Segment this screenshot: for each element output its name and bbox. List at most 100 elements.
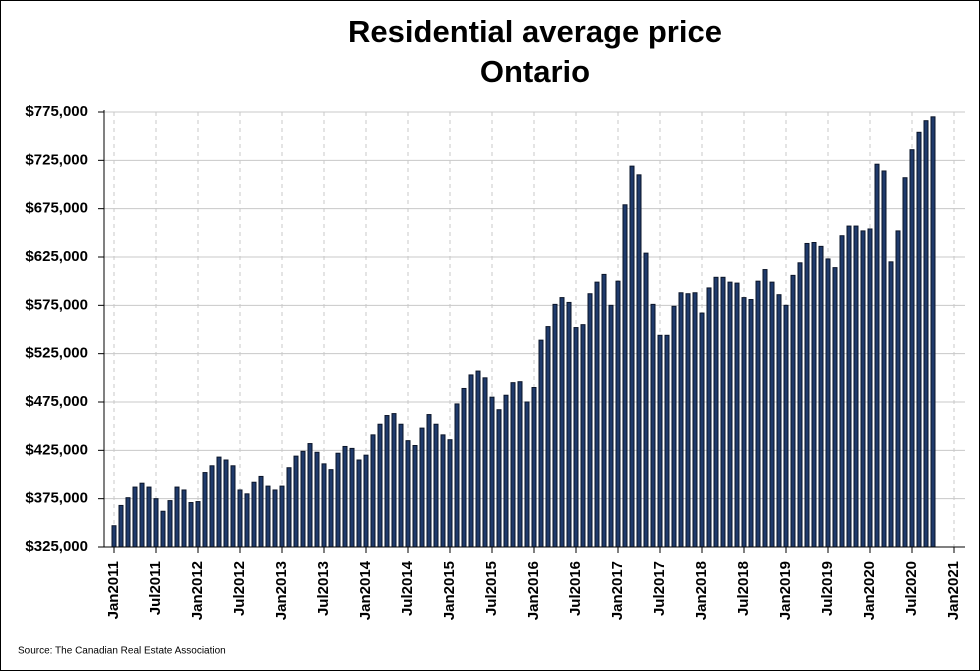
x-tick-label: Jan2020	[861, 561, 878, 620]
bar	[118, 504, 124, 548]
bar	[559, 297, 565, 548]
bar	[503, 394, 509, 548]
y-tick-label: $775,000	[25, 103, 88, 120]
x-tick-label: Jul2012	[231, 561, 248, 616]
bar	[657, 334, 663, 548]
bar	[125, 497, 131, 548]
bar	[930, 116, 936, 548]
bar	[832, 267, 838, 548]
y-tick-label: $725,000	[25, 151, 88, 168]
bar	[881, 170, 887, 548]
x-tick-label: Jan2016	[525, 561, 542, 620]
x-tick-label: Jul2016	[567, 561, 584, 616]
x-tick-label: Jan2019	[777, 561, 794, 620]
bar	[678, 292, 684, 548]
x-tick-label: Jul2020	[903, 561, 920, 616]
bar	[426, 414, 432, 548]
bar	[321, 463, 327, 548]
bar	[440, 434, 446, 548]
bar	[174, 486, 180, 548]
bar	[566, 301, 572, 548]
bar	[356, 459, 362, 548]
bar	[825, 258, 831, 548]
bar	[748, 299, 754, 548]
bar	[188, 502, 194, 548]
bar	[139, 482, 145, 548]
bar	[496, 409, 502, 548]
bar	[160, 510, 166, 548]
bar	[811, 242, 817, 548]
bar	[342, 445, 348, 548]
bar	[867, 228, 873, 548]
bar	[797, 262, 803, 548]
bar	[741, 297, 747, 548]
bar	[706, 287, 712, 548]
bar	[314, 451, 320, 548]
bar	[776, 294, 782, 548]
bar	[454, 403, 460, 548]
bar	[195, 501, 201, 548]
x-tick-label: Jul2017	[651, 561, 668, 616]
bar	[860, 230, 866, 548]
bar	[615, 280, 621, 548]
bar	[671, 305, 677, 548]
bar	[902, 177, 908, 548]
y-tick-label: $575,000	[25, 296, 88, 313]
bar	[552, 303, 558, 548]
bar	[237, 489, 243, 548]
bar	[846, 225, 852, 548]
y-tick-label: $475,000	[25, 393, 88, 410]
x-tick-label: Jul2013	[315, 561, 332, 616]
bar	[664, 334, 670, 548]
bar	[335, 452, 341, 548]
bar	[517, 381, 523, 548]
y-tick-label: $375,000	[25, 490, 88, 507]
bar	[636, 174, 642, 548]
bar	[629, 165, 635, 548]
bar	[531, 387, 537, 548]
y-tick-label: $675,000	[25, 200, 88, 217]
bar	[545, 326, 551, 548]
bar	[909, 149, 915, 548]
bar	[538, 339, 544, 548]
bar	[230, 465, 236, 548]
x-tick-label: Jan2018	[693, 561, 710, 620]
bar	[923, 120, 929, 548]
x-tick-label: Jul2015	[483, 561, 500, 616]
bar	[601, 273, 607, 548]
bar	[419, 427, 425, 548]
x-tick-label: Jan2013	[273, 561, 290, 620]
bar	[251, 481, 257, 548]
bar	[370, 434, 376, 548]
bar	[307, 443, 313, 548]
bar	[461, 387, 467, 548]
x-tick-label: Jan2015	[441, 561, 458, 620]
x-tick-label: Jul2011	[147, 561, 164, 615]
bar	[300, 450, 306, 548]
bar	[202, 472, 208, 548]
bar	[384, 415, 390, 548]
bar	[328, 469, 334, 548]
y-tick-label: $325,000	[25, 538, 88, 555]
bar	[713, 276, 719, 548]
bar	[622, 204, 628, 548]
bar	[223, 459, 229, 548]
bar	[650, 303, 656, 548]
bar	[608, 304, 614, 548]
x-tick-label: Jul2019	[819, 561, 836, 616]
bar	[279, 485, 285, 548]
x-tick-label: Jan2014	[357, 560, 374, 620]
bar	[720, 276, 726, 548]
bar	[804, 242, 810, 548]
bar	[818, 245, 824, 548]
x-tick-label: Jan2011	[105, 561, 122, 619]
bar	[783, 304, 789, 548]
bar	[489, 396, 495, 548]
bar	[181, 489, 187, 548]
bar	[433, 423, 439, 548]
bar	[839, 235, 845, 548]
bar	[377, 423, 383, 548]
bar	[265, 485, 271, 548]
bar	[685, 293, 691, 548]
